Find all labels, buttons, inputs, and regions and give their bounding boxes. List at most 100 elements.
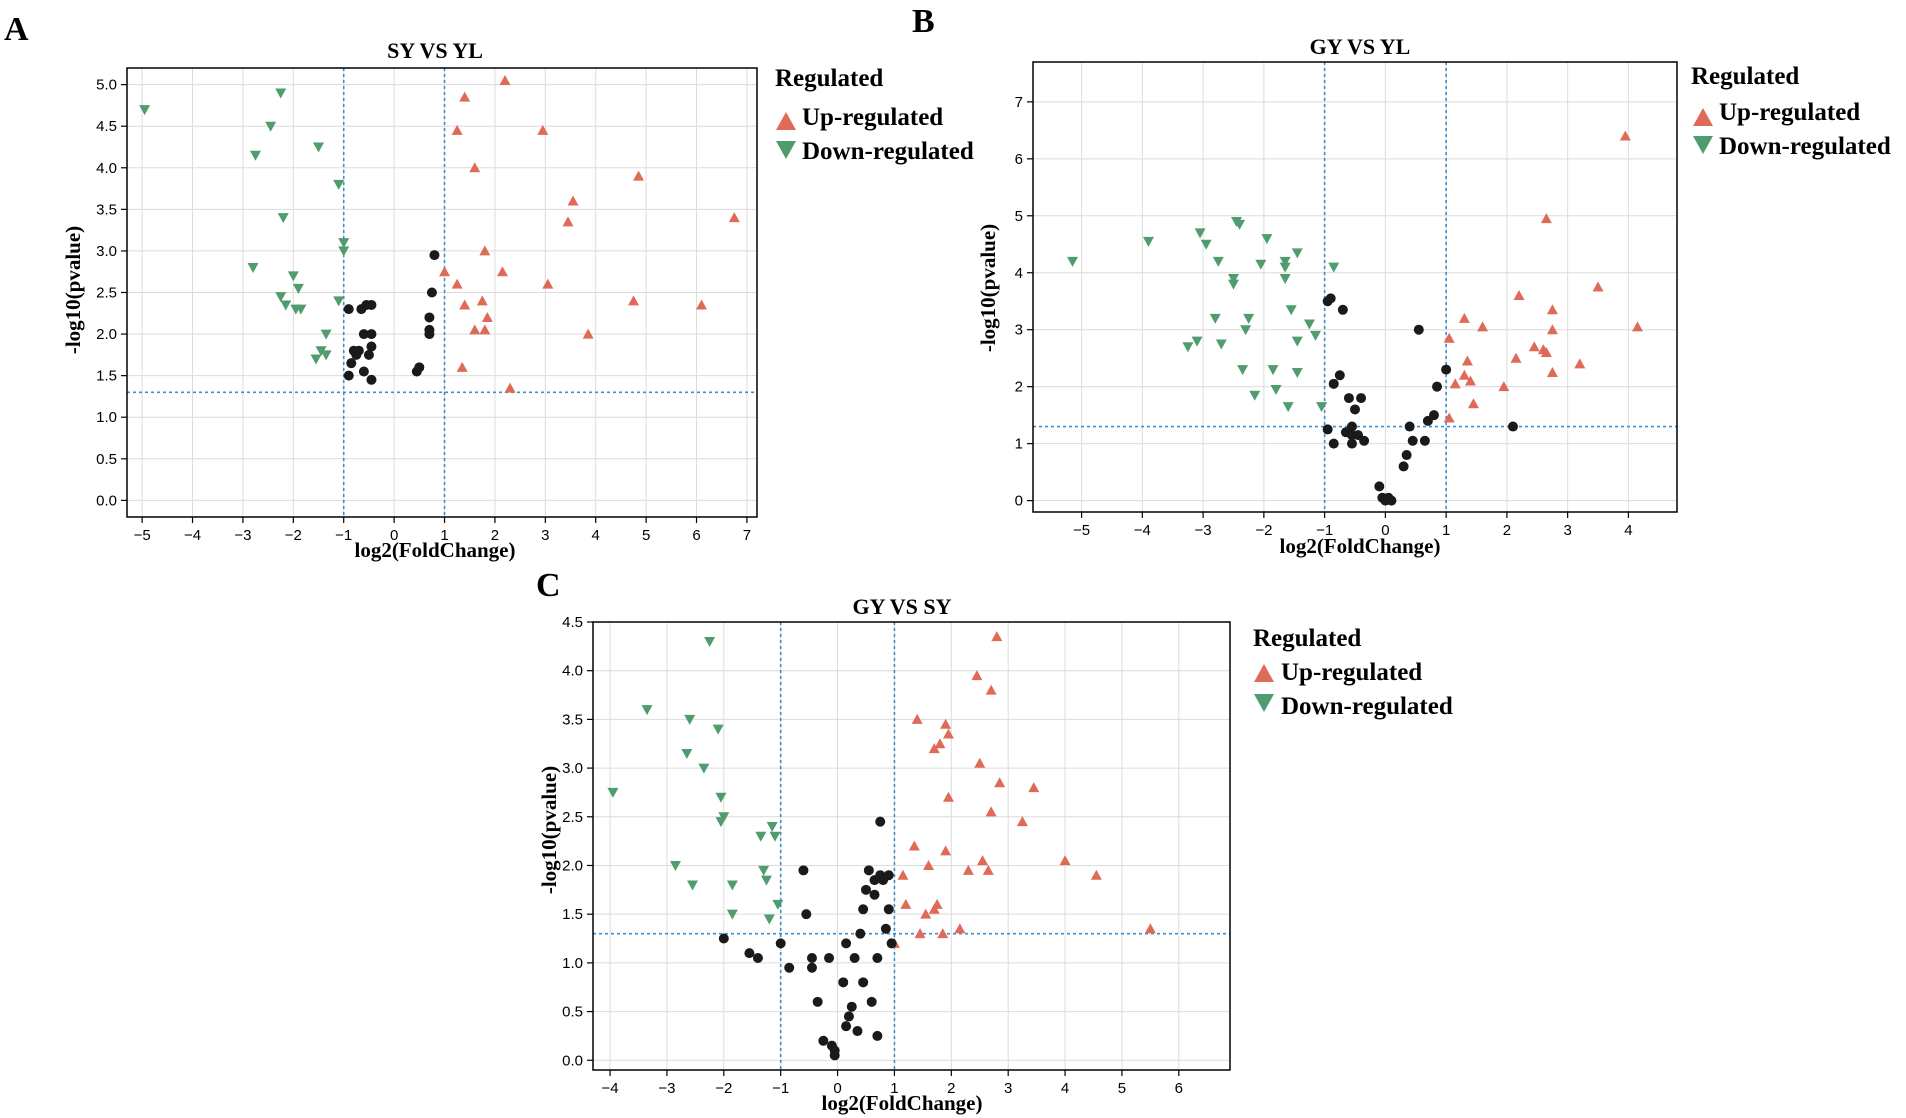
- y-tick-label: 4: [1015, 265, 1023, 282]
- y-tick-label: 0: [1015, 493, 1023, 510]
- down-regulated-point: [726, 880, 738, 891]
- up-regulated-point: [567, 195, 579, 206]
- y-tick-label: 4.0: [96, 160, 117, 177]
- down-regulated-point: [1303, 319, 1315, 330]
- not-significant-point: [1401, 450, 1412, 461]
- down-regulated-point: [265, 121, 277, 132]
- x-tick-label: −1: [335, 527, 352, 544]
- up-regulated-point: [1513, 290, 1525, 301]
- up-regulated-point: [1546, 304, 1558, 315]
- x-tick-label: 2: [1503, 522, 1511, 539]
- down-regulated-point: [333, 179, 345, 190]
- y-tick-label: 1.0: [96, 409, 117, 426]
- x-tick-label: 4: [1061, 1080, 1069, 1097]
- down-regulated-point: [320, 350, 332, 361]
- x-tick-label: −4: [184, 527, 201, 544]
- legend-up-label-b: Up-regulated: [1719, 99, 1860, 126]
- not-significant-point: [858, 904, 869, 915]
- plot-frame: [1032, 61, 1678, 513]
- not-significant-point: [829, 1045, 840, 1056]
- up-regulated-point: [1449, 378, 1461, 389]
- up-regulated-point: [914, 928, 926, 939]
- up-regulated-point: [977, 855, 989, 866]
- x-tick-label: 1: [1442, 522, 1450, 539]
- not-significant-point: [775, 938, 786, 949]
- legend-up-icon-b: [1693, 108, 1713, 126]
- not-significant-point: [1507, 421, 1518, 432]
- up-regulated-point: [456, 361, 468, 372]
- down-regulated-point: [338, 238, 350, 249]
- down-regulated-point: [1191, 336, 1203, 347]
- x-tick-label: 2: [491, 527, 499, 544]
- not-significant-point: [812, 996, 823, 1007]
- down-regulated-point: [1270, 385, 1282, 396]
- panel-label-a: A: [4, 11, 29, 48]
- not-significant-point: [852, 1026, 863, 1037]
- y-tick-label: 1: [1015, 436, 1023, 453]
- down-regulated-point: [760, 875, 772, 886]
- not-significant-point: [858, 977, 869, 988]
- not-significant-point: [1413, 324, 1424, 335]
- up-regulated-point: [982, 864, 994, 875]
- x-tick-label: −2: [715, 1080, 732, 1097]
- y-tick-label: 3.0: [562, 760, 583, 777]
- not-significant-point: [843, 1011, 854, 1022]
- plot-area-a: −5 −4 −3 −2 −1 0 1 2 3 4 5 6 7 0.0 0.5 1.0 1.5 2.0 2.5 3.0 3…: [96, 67, 758, 544]
- legend-down-label-b: Down-regulated: [1719, 133, 1891, 160]
- x-tick-label: 5: [642, 527, 650, 544]
- y-tick-label: 2.5: [96, 285, 117, 302]
- not-significant-point: [366, 341, 377, 352]
- down-regulated-point: [1066, 256, 1078, 267]
- not-significant-point: [424, 329, 435, 340]
- not-significant-point: [1334, 370, 1345, 381]
- up-regulated-point: [920, 908, 932, 919]
- not-significant-point: [358, 366, 369, 377]
- down-regulated-point: [1227, 279, 1239, 290]
- panel-label-b: B: [912, 3, 935, 40]
- legend-title-a: Regulated: [775, 65, 883, 92]
- down-regulated-point: [766, 822, 778, 833]
- down-regulated-point: [726, 909, 738, 920]
- x-tick-label: 3: [1563, 522, 1571, 539]
- not-significant-point: [1346, 438, 1357, 449]
- down-regulated-point: [1209, 313, 1221, 324]
- x-tick-label: −1: [1316, 522, 1333, 539]
- up-regulated-point: [1443, 332, 1455, 343]
- not-significant-point: [1325, 293, 1336, 304]
- down-regulated-point: [712, 724, 724, 735]
- y-tick-label: 5: [1015, 208, 1023, 225]
- y-tick-label: 1.0: [562, 955, 583, 972]
- up-regulated-point: [1443, 412, 1455, 423]
- y-tick-label: 1.5: [562, 906, 583, 923]
- up-regulated-point: [1461, 355, 1473, 366]
- up-regulated-point: [985, 684, 997, 695]
- x-axis-label-c: log2(FoldChange): [821, 1091, 982, 1115]
- not-significant-point: [752, 953, 763, 963]
- not-significant-point: [883, 904, 894, 915]
- down-regulated-point: [718, 812, 730, 823]
- up-regulated-point: [469, 162, 481, 173]
- up-regulated-point: [1546, 324, 1558, 335]
- down-regulated-point: [1291, 367, 1303, 378]
- not-significant-point: [346, 358, 357, 369]
- panel-a: A SY VS YL −5 −4 −3 −2 −1 0 1 2 3 4 5 6 7 0.0 0.5 1.0 1.…: [4, 11, 974, 562]
- y-tick-label: 4.5: [562, 614, 583, 631]
- up-regulated-point: [479, 245, 491, 256]
- down-regulated-point: [1249, 390, 1261, 401]
- x-tick-label: 6: [692, 527, 700, 544]
- not-significant-point: [363, 349, 374, 360]
- legend-down-icon-c: [1254, 694, 1274, 712]
- chart-title-c: GY VS SY: [852, 594, 951, 619]
- y-tick-label: 0.5: [562, 1004, 583, 1021]
- not-significant-point: [343, 370, 354, 381]
- down-regulated-point: [772, 899, 784, 910]
- x-tick-label: 1: [890, 1080, 898, 1097]
- down-regulated-point: [1328, 262, 1340, 273]
- legend-up-label-c: Up-regulated: [1281, 659, 1422, 686]
- not-significant-point: [343, 304, 354, 315]
- down-regulated-point: [758, 865, 770, 876]
- down-regulated-point: [769, 831, 781, 842]
- up-regulated-point: [1016, 816, 1028, 827]
- up-regulated-point: [1632, 321, 1644, 332]
- down-regulated-point: [275, 292, 287, 303]
